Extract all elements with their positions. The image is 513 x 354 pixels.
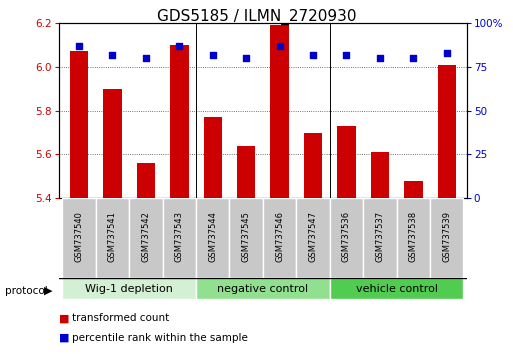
Text: percentile rank within the sample: percentile rank within the sample	[72, 333, 248, 343]
Point	[75, 43, 83, 48]
Point	[209, 52, 217, 57]
Bar	[229, 198, 263, 278]
Text: GSM737547: GSM737547	[308, 211, 318, 262]
Point	[142, 55, 150, 61]
Text: GSM737537: GSM737537	[376, 211, 384, 262]
Text: GSM737546: GSM737546	[275, 211, 284, 262]
Bar	[404, 181, 423, 198]
Point	[342, 52, 350, 57]
Bar	[263, 198, 297, 278]
Bar	[204, 117, 222, 198]
Text: GDS5185 / ILMN_2720930: GDS5185 / ILMN_2720930	[157, 9, 356, 25]
Point	[309, 52, 317, 57]
Text: GSM737544: GSM737544	[208, 211, 218, 262]
Text: transformed count: transformed count	[72, 313, 169, 323]
Bar	[63, 278, 196, 299]
Point	[108, 52, 116, 57]
Bar	[297, 198, 330, 278]
Point	[376, 55, 384, 61]
Bar	[304, 132, 322, 198]
Bar	[129, 198, 163, 278]
Bar	[163, 198, 196, 278]
Text: negative control: negative control	[218, 284, 308, 293]
Bar	[196, 198, 229, 278]
Text: ▶: ▶	[44, 286, 53, 296]
Bar	[371, 152, 389, 198]
Bar	[96, 198, 129, 278]
Text: GSM737539: GSM737539	[442, 211, 451, 262]
Text: GSM737545: GSM737545	[242, 211, 251, 262]
Text: GSM737536: GSM737536	[342, 211, 351, 262]
Bar	[63, 198, 96, 278]
Point	[409, 55, 418, 61]
Text: Wig-1 depletion: Wig-1 depletion	[85, 284, 173, 293]
Bar	[237, 146, 255, 198]
Bar	[137, 163, 155, 198]
Bar	[330, 198, 363, 278]
Bar	[330, 278, 463, 299]
Text: ■: ■	[59, 333, 69, 343]
Bar	[103, 89, 122, 198]
Bar	[363, 198, 397, 278]
Text: protocol: protocol	[5, 286, 48, 296]
Point	[242, 55, 250, 61]
Bar	[397, 198, 430, 278]
Bar	[337, 126, 356, 198]
Text: ■: ■	[59, 313, 69, 323]
Text: GSM737543: GSM737543	[175, 211, 184, 262]
Text: vehicle control: vehicle control	[356, 284, 438, 293]
Point	[275, 43, 284, 48]
Text: GSM737542: GSM737542	[142, 211, 150, 262]
Text: GSM737541: GSM737541	[108, 211, 117, 262]
Bar	[438, 65, 456, 198]
Bar	[270, 25, 289, 198]
Bar	[70, 51, 88, 198]
Text: GSM737540: GSM737540	[74, 211, 84, 262]
Bar	[430, 198, 463, 278]
Bar	[170, 45, 189, 198]
Point	[443, 50, 451, 56]
Bar	[196, 278, 330, 299]
Text: GSM737538: GSM737538	[409, 211, 418, 262]
Point	[175, 43, 184, 48]
